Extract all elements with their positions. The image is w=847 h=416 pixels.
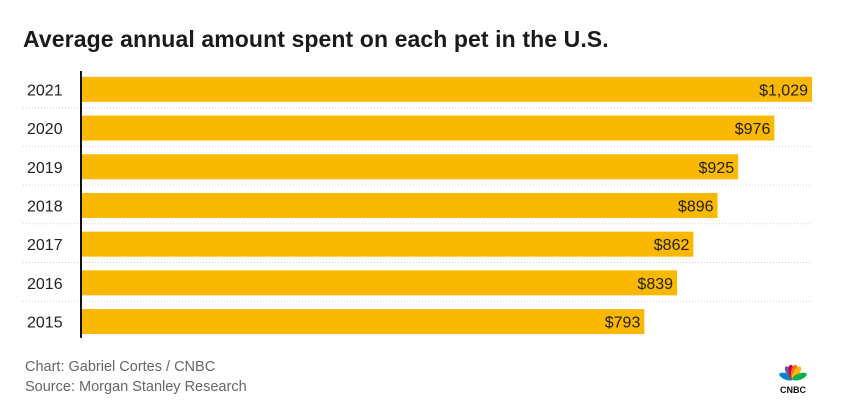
category-label: 2017: [27, 237, 63, 254]
bar: [81, 309, 645, 335]
bar: [81, 270, 678, 296]
category-label: 2015: [27, 315, 63, 332]
peacock-feather: [792, 372, 807, 381]
bar: [81, 192, 718, 218]
data-label: $862: [654, 237, 690, 254]
cnbc-logo: CNBC: [779, 364, 807, 395]
data-label: $896: [678, 198, 714, 215]
data-label: $839: [637, 276, 673, 293]
chart-title: Average annual amount spent on each pet …: [23, 26, 609, 52]
logo-wordmark: CNBC: [780, 385, 806, 395]
bar: [81, 115, 775, 141]
bar: [81, 76, 812, 102]
bar: [81, 154, 739, 180]
category-label: 2020: [27, 121, 63, 138]
category-label: 2018: [27, 198, 63, 215]
data-label: $1,029: [759, 82, 808, 99]
data-label: $793: [605, 315, 641, 332]
source-credit: Source: Morgan Stanley Research: [25, 379, 247, 395]
chart-credit: Chart: Gabriel Cortes / CNBC: [25, 359, 216, 375]
peacock-feather: [779, 372, 794, 381]
data-label: $925: [699, 160, 735, 177]
category-label: 2019: [27, 160, 63, 177]
chart-credits: Chart: Gabriel Cortes / CNBC Source: Mor…: [25, 357, 247, 397]
bar: [81, 231, 694, 257]
peacock-icon: [779, 364, 807, 381]
data-label: $976: [735, 121, 771, 138]
category-label: 2021: [27, 82, 63, 99]
category-label: 2016: [27, 276, 63, 293]
